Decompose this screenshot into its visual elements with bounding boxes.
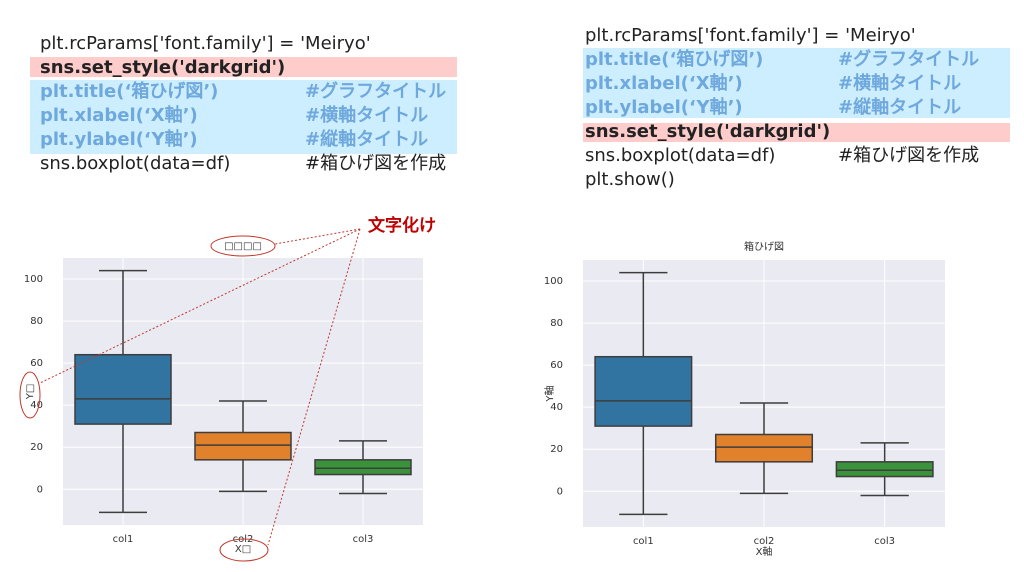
code-line: plt.title(‘箱ひげ図’) (40, 80, 218, 102)
chart-title: 箱ひげ図 (744, 240, 784, 253)
box (835, 461, 934, 478)
callout-ellipse (210, 235, 276, 257)
code-comment: #縦軸タイトル (838, 96, 961, 118)
box (314, 459, 412, 476)
y-tick-label: 100 (24, 274, 43, 285)
x-tick-label: col2 (754, 536, 775, 547)
box (594, 355, 693, 427)
y-tick-label: 60 (30, 358, 43, 369)
code-line: plt.xlabel(‘X軸’) (40, 104, 198, 126)
code-line: sns.set_style('darkgrid') (40, 57, 285, 78)
y-tick-label: 20 (30, 442, 43, 453)
y-tick-label: 40 (30, 400, 43, 411)
code-comment: #グラフタイトル (838, 48, 979, 70)
highlight-pink (583, 123, 1010, 142)
y-tick-label: 100 (544, 276, 563, 287)
box (714, 433, 814, 463)
y-tick-label: 0 (37, 484, 43, 495)
code-line: plt.title(‘箱ひげ図’) (585, 48, 763, 70)
x-tick-label: col3 (353, 534, 374, 545)
y-tick-label: 0 (557, 486, 563, 497)
highlight-pink (30, 57, 457, 77)
chart-title: □□□□ (224, 241, 262, 252)
x-tick-label: col1 (633, 536, 654, 547)
callout-ellipse (19, 371, 41, 419)
code-comment: #横軸タイトル (305, 104, 428, 126)
code-line: sns.boxplot(data=df) (40, 153, 230, 174)
y-tick-label: 80 (30, 316, 43, 327)
annotation: 文字化け (368, 215, 436, 236)
code-comment: #縦軸タイトル (305, 128, 428, 150)
code-line: sns.boxplot(data=df) (585, 145, 775, 166)
x-axis-label: X軸 (756, 545, 773, 558)
code-line: plt.rcParams['font.family'] = 'Meiryo' (585, 25, 916, 46)
y-tick-label: 80 (550, 318, 563, 329)
x-tick-label: col1 (113, 534, 134, 545)
code-comment: #横軸タイトル (838, 72, 961, 94)
highlight-blue (583, 48, 1010, 118)
code-line: plt.rcParams['font.family'] = 'Meiryo' (40, 33, 371, 54)
code-line: sns.set_style('darkgrid') (585, 121, 830, 142)
code-comment: #箱ひげ図を作成 (838, 145, 979, 166)
callout-line (39, 228, 361, 384)
highlight-blue (30, 80, 457, 154)
code-comment: #グラフタイトル (305, 80, 446, 102)
x-tick-label: col3 (874, 536, 895, 547)
x-axis-label: X□ (235, 544, 251, 555)
code-line: plt.ylabel(‘Y軸’) (40, 128, 198, 150)
y-tick-label: 20 (550, 444, 563, 455)
y-axis-label: Y□ (25, 384, 36, 401)
y-tick-label: 40 (550, 402, 563, 413)
callout-line (267, 228, 361, 546)
code-line: plt.ylabel(‘Y軸’) (585, 96, 743, 118)
box (194, 431, 292, 461)
code-line: plt.xlabel(‘X軸’) (585, 72, 743, 94)
box (74, 353, 172, 425)
y-tick-label: 60 (550, 360, 563, 371)
y-axis-label: Y軸 (543, 385, 556, 402)
callout-ellipse (219, 538, 269, 562)
code-comment: #箱ひげ図を作成 (305, 153, 446, 174)
code-line: plt.show() (585, 169, 675, 190)
callout-line (274, 228, 361, 245)
